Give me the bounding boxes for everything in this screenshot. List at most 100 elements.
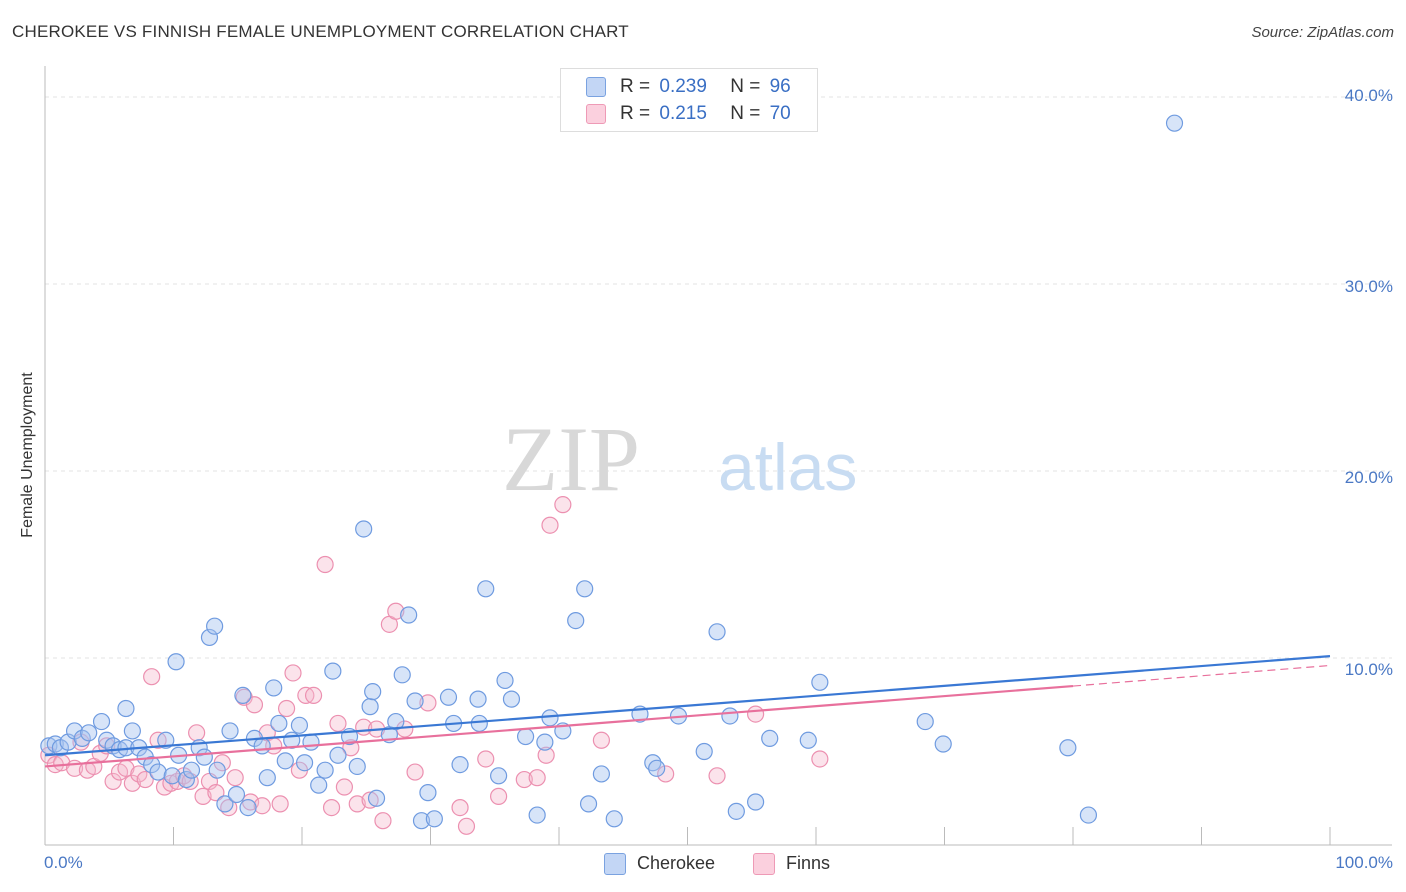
cherokee-point-18 — [157, 731, 175, 749]
cherokee-point-12 — [117, 699, 135, 718]
cherokee-point-23 — [182, 761, 201, 779]
finns-point-23 — [194, 787, 212, 805]
finns-point-41 — [316, 555, 334, 574]
finns-swatch-icon — [753, 853, 775, 875]
cherokee-point-60 — [419, 784, 437, 802]
finns-point-9 — [104, 772, 122, 791]
cherokee-point-42 — [295, 754, 314, 772]
cherokee-point-67 — [477, 580, 495, 598]
finns-point-62 — [541, 516, 559, 534]
trend-lines — [44, 655, 1331, 768]
chart-title: CHEROKEE VS FINNISH FEMALE UNEMPLOYMENT … — [12, 22, 629, 41]
finns-point-43 — [329, 714, 347, 733]
cherokee-point-20 — [167, 653, 185, 671]
cherokee-point-74 — [541, 709, 559, 727]
r-label: R = — [620, 103, 651, 124]
finns-point-67 — [747, 705, 765, 723]
cherokee-point-22 — [177, 770, 195, 789]
finns-point-60 — [515, 770, 533, 789]
cherokee-point-57 — [400, 606, 418, 624]
cherokee-point-78 — [579, 795, 598, 813]
cherokee-point-70 — [502, 690, 521, 708]
cherokee-point-88 — [727, 802, 745, 820]
cherokee-point-38 — [270, 714, 288, 733]
cherokee-point-62 — [439, 688, 458, 706]
cherokee-point-33 — [239, 798, 257, 817]
cherokee-point-76 — [567, 611, 585, 630]
finns-point-37 — [284, 664, 302, 682]
finns-point-56 — [451, 798, 469, 817]
finns-trend-line — [44, 684, 1074, 768]
cherokee-point-73 — [536, 733, 554, 751]
finns-point-15 — [143, 668, 161, 686]
cherokee-point-37 — [265, 679, 283, 697]
cherokee-point-31 — [227, 785, 246, 804]
finns-point-50 — [374, 812, 392, 830]
finns-points — [40, 496, 829, 835]
finns-point-58 — [477, 750, 495, 768]
cherokee-point-25 — [195, 748, 213, 766]
finns-point-57 — [457, 817, 476, 835]
y-tick-label-20: 20.0% — [1344, 468, 1393, 487]
cherokee-point-89 — [747, 793, 765, 811]
x-tick-label-100: 100.0% — [1335, 853, 1393, 872]
cherokee-point-93 — [916, 712, 934, 731]
cherokee-point-58 — [406, 692, 424, 710]
cherokee-point-41 — [290, 716, 309, 734]
cherokee-point-86 — [708, 623, 726, 641]
finns-point-64 — [592, 731, 611, 749]
cherokee-point-45 — [316, 761, 334, 779]
cherokee-point-52 — [364, 683, 382, 701]
y-tick-label-40: 40.0% — [1344, 86, 1393, 105]
cherokee-trend-line — [44, 655, 1331, 757]
finns-point-31 — [245, 696, 264, 714]
finns-point-68 — [811, 750, 829, 768]
finns-point-22 — [188, 724, 206, 742]
r-label: R = — [620, 76, 651, 97]
finns-point-69 — [537, 746, 555, 764]
finns-trend-extension — [1072, 664, 1331, 687]
cherokee-point-7 — [92, 712, 111, 731]
watermark-zip: ZIP — [502, 408, 640, 510]
cherokee-point-97 — [1165, 114, 1184, 132]
cherokee-point-87 — [721, 707, 739, 725]
cherokee-swatch-icon — [604, 853, 626, 875]
cherokee-point-32 — [234, 686, 252, 705]
finns-point-28 — [226, 769, 244, 787]
cherokee-point-49 — [348, 757, 366, 776]
cherokee-swatch-icon — [586, 77, 606, 97]
finns-point-14 — [136, 770, 154, 789]
cherokee-point-17 — [149, 763, 167, 781]
cherokee-point-35 — [253, 737, 271, 755]
cherokee-point-55 — [387, 712, 405, 731]
r-value-cherokee: 0.239 — [659, 76, 707, 97]
cherokee-point-96 — [1079, 806, 1098, 824]
cherokee-point-59 — [412, 812, 431, 830]
cherokee-point-72 — [528, 806, 546, 824]
cherokee-point-50 — [355, 520, 373, 538]
finns-point-40 — [304, 686, 323, 705]
axes — [44, 66, 1392, 846]
cherokee-point-91 — [799, 731, 817, 749]
n-value-finns: 70 — [769, 103, 791, 124]
correlation-legend: R = 0.239 N = 96 R = 0.215 N = 70 — [560, 68, 818, 132]
cherokee-point-51 — [361, 698, 379, 716]
finns-point-48 — [361, 791, 379, 809]
cherokee-point-68 — [490, 767, 508, 785]
cherokee-point-83 — [648, 759, 666, 777]
cherokee-point-39 — [276, 752, 294, 770]
cherokee-point-36 — [258, 769, 276, 787]
cherokee-point-30 — [221, 722, 239, 740]
cherokee-point-94 — [934, 735, 952, 753]
cherokee-point-71 — [516, 727, 535, 746]
cherokee-point-61 — [425, 810, 443, 828]
cherokee-point-26 — [200, 628, 219, 647]
cherokee-point-13 — [123, 722, 141, 740]
n-label: N = — [730, 103, 761, 124]
cherokee-point-46 — [324, 662, 342, 680]
cherokee-point-79 — [592, 765, 611, 783]
finns-point-35 — [271, 795, 289, 813]
finns-point-59 — [490, 787, 508, 805]
source-label: Source: ZipAtlas.com — [1251, 24, 1394, 41]
finns-point-66 — [708, 767, 726, 785]
